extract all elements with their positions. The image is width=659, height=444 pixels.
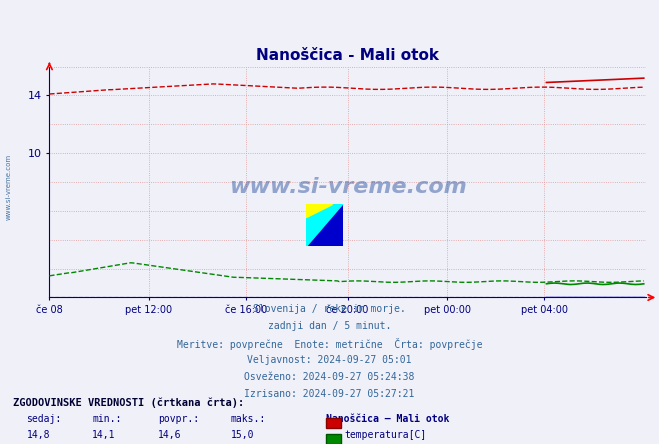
Title: Nanoščica - Mali otok: Nanoščica - Mali otok	[256, 48, 439, 63]
Text: maks.:: maks.:	[231, 414, 266, 424]
Text: www.si-vreme.com: www.si-vreme.com	[229, 177, 467, 197]
Text: 14,6: 14,6	[158, 430, 182, 440]
Polygon shape	[306, 204, 343, 246]
Polygon shape	[306, 204, 343, 246]
Text: sedaj:: sedaj:	[26, 414, 61, 424]
Text: Nanoščica – Mali otok: Nanoščica – Mali otok	[326, 414, 449, 424]
Text: temperatura[C]: temperatura[C]	[345, 430, 427, 440]
Text: povpr.:: povpr.:	[158, 414, 199, 424]
Text: ZGODOVINSKE VREDNOSTI (črtkana črta):: ZGODOVINSKE VREDNOSTI (črtkana črta):	[13, 397, 244, 408]
Text: 15,0: 15,0	[231, 430, 254, 440]
Text: Veljavnost: 2024-09-27 05:01: Veljavnost: 2024-09-27 05:01	[247, 355, 412, 365]
Polygon shape	[306, 204, 332, 217]
Text: Slovenija / reke in morje.: Slovenija / reke in morje.	[253, 304, 406, 314]
Text: Meritve: povprečne  Enote: metrične  Črta: povprečje: Meritve: povprečne Enote: metrične Črta:…	[177, 338, 482, 350]
Text: Osveženo: 2024-09-27 05:24:38: Osveženo: 2024-09-27 05:24:38	[244, 372, 415, 382]
Text: Izrisano: 2024-09-27 05:27:21: Izrisano: 2024-09-27 05:27:21	[244, 388, 415, 399]
Text: 14,8: 14,8	[26, 430, 50, 440]
Text: min.:: min.:	[92, 414, 122, 424]
Text: 14,1: 14,1	[92, 430, 116, 440]
Text: zadnji dan / 5 minut.: zadnji dan / 5 minut.	[268, 321, 391, 331]
Text: www.si-vreme.com: www.si-vreme.com	[5, 154, 12, 219]
